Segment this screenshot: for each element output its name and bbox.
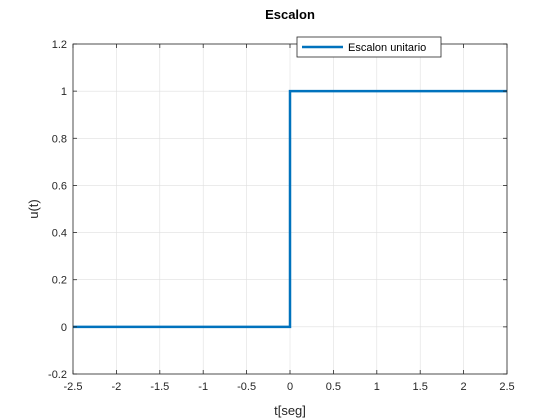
x-tick-label: 2 — [461, 381, 467, 393]
x-tick-label: -0.5 — [237, 381, 256, 393]
y-tick-label: 0.4 — [52, 228, 67, 240]
chart-title: Escalon — [265, 7, 315, 22]
x-tick-label: 1 — [374, 381, 380, 393]
x-axis-label: t[seg] — [274, 403, 306, 418]
y-tick-label: 0.2 — [52, 275, 67, 287]
y-tick-label: 0.8 — [52, 133, 67, 145]
series-layer — [73, 89, 507, 329]
y-tick-label: -0.2 — [48, 369, 67, 381]
y-tick-label: 0 — [61, 322, 67, 334]
legend-box — [296, 36, 442, 58]
x-tick-labels: -2.5 -2 -1.5 -1 -0.5 0 0.5 1 1.5 2 2.5 — [64, 381, 515, 393]
y-axis-label: u(t) — [26, 199, 41, 219]
legend-label-escalon-unitario: Escalon unitario — [348, 42, 426, 54]
x-tick-label: 2.5 — [499, 381, 514, 393]
x-tick-label: -2 — [112, 381, 122, 393]
x-tick-label: -1.5 — [150, 381, 169, 393]
y-tick-label: 1.2 — [52, 39, 67, 51]
y-tick-labels: -0.2 0 0.2 0.4 0.6 0.8 1 1.2 — [48, 39, 67, 381]
legend: Escalon unitario — [296, 36, 442, 58]
x-tick-label: -1 — [198, 381, 208, 393]
x-tick-label: 0 — [287, 381, 293, 393]
y-tick-label: 0.6 — [52, 180, 67, 192]
series-line-escalon-unitario — [73, 89, 507, 329]
x-tick-label: 0.5 — [326, 381, 341, 393]
x-tick-label: -2.5 — [64, 381, 83, 393]
x-tick-label: 1.5 — [413, 381, 428, 393]
y-tick-label: 1 — [61, 86, 67, 98]
